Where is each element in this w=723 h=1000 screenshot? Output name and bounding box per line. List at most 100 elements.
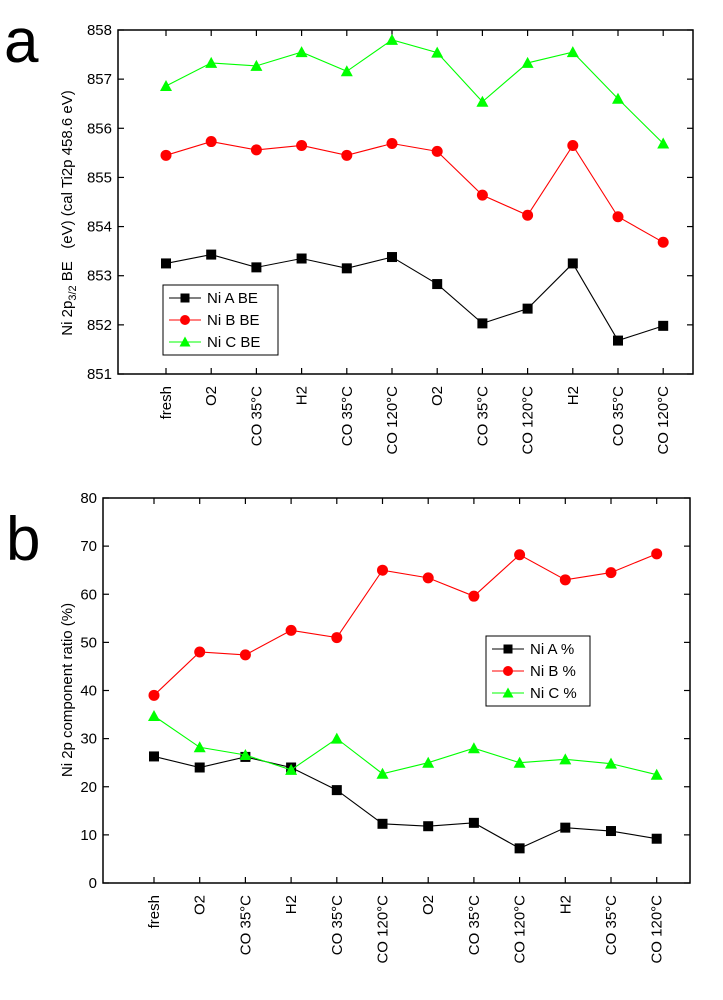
y-axis-a: 851 852 853 854 855 856 857 858 [87, 22, 693, 383]
data-point-1 [160, 149, 172, 161]
data-point-1 [514, 549, 526, 561]
x-axis-b: fresh O2 CO 35°C H2 CO 35°C CO 120°C O2 CO 35°C… [146, 498, 666, 964]
x-tick-label: CO 120°C [655, 386, 672, 455]
data-point-1 [651, 548, 663, 560]
data-point-1 [657, 236, 669, 248]
y-tick-label: 851 [87, 366, 112, 383]
x-tick-label: O2 [420, 895, 437, 915]
data-point-0 [514, 843, 525, 854]
x-axis-a: fresh O2 CO 35°C H2 CO 35°C CO 120°C O2 CO 35°C… [158, 30, 672, 455]
data-point-0 [651, 833, 662, 844]
plot-frame-b [102, 497, 691, 884]
data-point-2 [612, 92, 624, 104]
y-tick-label: 856 [87, 120, 112, 137]
chart-panel-a: a 851 852 853 854 855 856 857 858 fresh O2 CO 35°… [4, 7, 694, 455]
x-tick-label: CO 120°C [375, 895, 392, 964]
series-line-0 [153, 755, 657, 849]
data-point-2 [386, 33, 398, 45]
x-tick-label: O2 [429, 386, 446, 406]
y-tick-label: 857 [87, 71, 112, 88]
data-point-2 [340, 65, 353, 77]
x-tick-label: H2 [565, 386, 582, 405]
data-point-1 [194, 646, 206, 658]
legend-a: Ni A BE Ni B BE Ni C BE [162, 284, 279, 356]
data-point-0 [161, 258, 171, 269]
data-point-1 [567, 139, 579, 151]
x-tick-label: CO 120°C [649, 895, 666, 964]
data-point-1 [250, 144, 262, 156]
data-point-0 [194, 762, 205, 773]
y-axis-b: 0 10 20 30 40 50 60 70 80 [80, 490, 690, 892]
data-point-2 [295, 46, 308, 58]
y-tick-label: 70 [80, 538, 97, 555]
data-point-0 [560, 822, 571, 833]
legend-marker [179, 336, 191, 347]
y-tick-label: 853 [87, 268, 112, 285]
legend-label: Ni B BE [207, 312, 260, 329]
data-point-2 [422, 756, 435, 768]
x-tick-label: O2 [203, 386, 220, 406]
x-tick-label: CO 35°C [466, 895, 483, 955]
data-point-2 [250, 59, 263, 71]
data-point-0 [567, 258, 578, 269]
legend-label: Ni C % [530, 685, 577, 702]
y-tick-label: 50 [80, 634, 97, 651]
y-tick-label: 854 [87, 219, 112, 236]
data-point-2 [521, 56, 534, 68]
legend-label: Ni A BE [207, 290, 258, 307]
data-point-2 [285, 763, 298, 775]
data-point-2 [376, 767, 389, 779]
chart-panel-b: b 0 10 20 30 40 50 60 70 80 fresh O2 CO 35°C H2 CO 3… [6, 490, 691, 964]
series-group-b [148, 548, 663, 854]
legend-b: Ni A % Ni B % Ni C % [485, 635, 591, 707]
data-point-2 [467, 742, 480, 754]
y-tick-label: 0 [89, 875, 97, 892]
y-tick-label: 10 [80, 827, 97, 844]
data-point-0 [522, 303, 533, 314]
y-label-rest-a: BE (eV) (cal Ti2p 458.6 eV) [59, 90, 76, 285]
x-tick-label: H2 [294, 386, 311, 405]
data-point-0 [658, 320, 669, 331]
data-point-0 [387, 252, 397, 263]
data-point-0 [341, 263, 352, 274]
x-tick-label: CO 35°C [329, 895, 346, 955]
data-point-2 [605, 757, 617, 769]
y-tick-label: 855 [87, 169, 112, 186]
data-point-0 [432, 279, 443, 290]
x-tick-label: CO 35°C [474, 386, 491, 446]
data-point-1 [296, 139, 308, 151]
data-point-2 [566, 46, 579, 58]
panel-label-b: b [6, 505, 40, 574]
data-point-1 [341, 149, 353, 161]
data-point-2 [559, 753, 572, 765]
data-point-0 [149, 751, 159, 762]
data-point-1 [239, 649, 251, 661]
y-tick-label: 20 [80, 779, 97, 796]
data-point-0 [331, 785, 342, 796]
data-point-1 [148, 689, 160, 701]
data-point-0 [613, 335, 623, 346]
legend-marker [502, 687, 514, 698]
data-point-1 [605, 567, 617, 579]
legend-marker [180, 293, 190, 303]
x-tick-label: CO 35°C [237, 895, 254, 955]
data-point-0 [423, 821, 434, 832]
data-point-1 [386, 138, 398, 150]
x-tick-label: CO 35°C [248, 386, 265, 446]
y-label-main-a: Ni 2p [59, 301, 76, 336]
data-point-1 [476, 189, 488, 201]
plot-frame-a [117, 29, 694, 375]
data-point-0 [377, 818, 388, 829]
legend-label: Ni B % [530, 663, 576, 680]
y-axis-label-a: Ni 2p3/2 BE (eV) (cal Ti2p 458.6 eV) [59, 90, 79, 335]
legend-label: Ni C BE [207, 334, 260, 351]
x-tick-label: CO 120°C [384, 386, 401, 455]
y-label-sub-a: 3/2 [67, 285, 79, 300]
data-point-1 [285, 624, 297, 636]
legend-marker [503, 644, 513, 654]
data-point-1 [468, 590, 480, 602]
data-point-0 [206, 249, 217, 260]
data-point-2 [148, 710, 160, 722]
y-tick-label: 30 [80, 731, 97, 748]
